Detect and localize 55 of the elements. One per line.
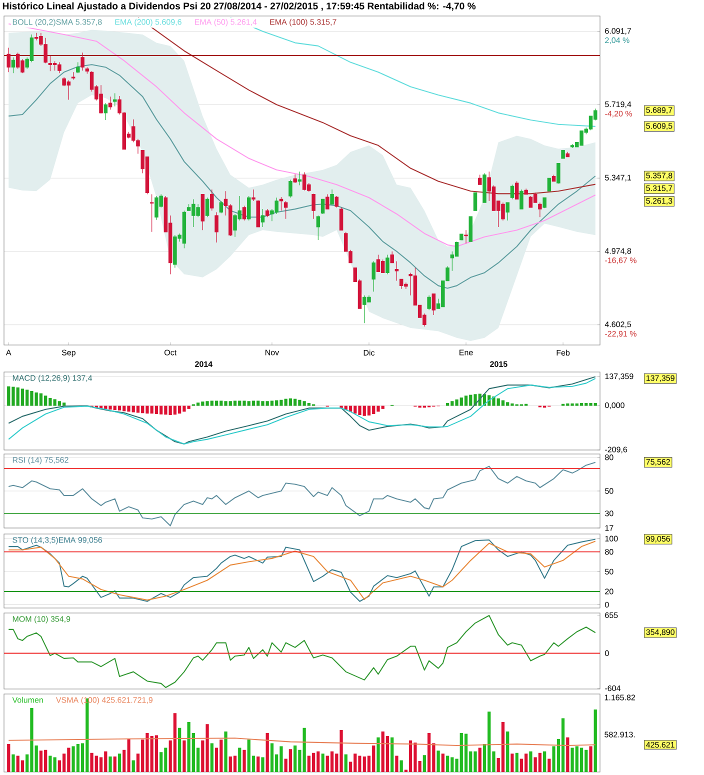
y-tick-label: 0 — [605, 650, 609, 656]
text: 5.357,8 — [646, 172, 672, 180]
chart-title: Histórico Lineal Ajustado a Dividendos Psi 20 27/08/2014 - 27/02/2015 , 17:59:45 Rentabilidad %: -4,70 % — [2, 2, 476, 12]
series-label: Volumen — [12, 696, 43, 703]
text: 582.913. — [604, 732, 635, 738]
x-tick-label: Feb — [556, 350, 570, 356]
text: MACD (12,26,9) 137,4 — [12, 374, 92, 382]
y-tick-label: 30 — [605, 510, 614, 516]
text: 425.621 — [646, 742, 674, 748]
text: 2015 — [490, 361, 508, 367]
x-tick-label: Dic — [364, 350, 375, 356]
y-tick-label: 5.347,1 — [605, 174, 632, 182]
y-tick-label: 5.719,4 — [605, 101, 632, 108]
text: 99,056 — [646, 536, 670, 543]
y-tick-label: 0 — [605, 602, 609, 608]
x-tick-label: A — [6, 350, 12, 356]
y-tick-label: 655 — [605, 612, 618, 618]
y-tick-label: -209,6 — [605, 446, 628, 454]
y-tick-label: 17 — [605, 525, 614, 531]
series-label: MOM (10) 354,9 — [12, 616, 70, 624]
y2-tick-label: 2,04 % — [605, 37, 630, 44]
text: 137,359 — [646, 375, 674, 382]
text: 2014 — [195, 361, 213, 367]
text: 354,890 — [646, 629, 674, 636]
text: 5.609,5 — [646, 123, 672, 130]
text: BOLL (20,2)SMA 5.357,8 — [12, 18, 102, 26]
y-tick-label: 20 — [605, 588, 614, 594]
x-tick-label: Ene — [460, 350, 473, 356]
y2-tick-label: -22,91 % — [605, 330, 636, 338]
y-tick-label: 50 — [605, 488, 614, 494]
y-tick-label: 6.091,7 — [605, 28, 632, 35]
y-tick-label: 137,359 — [605, 373, 634, 380]
y-tick-label: 80 — [605, 454, 614, 460]
series-label: STO (14,3,5)EMA 99,056 — [12, 536, 102, 544]
x-tick-label: Sep — [62, 350, 76, 357]
y-tick-label: 100 — [605, 536, 618, 542]
y2-tick-label: -4,20 % — [605, 110, 632, 118]
y-tick-label: 4.602,5 — [604, 322, 632, 328]
y-tick-label: 0,000 — [605, 402, 624, 410]
x-tick-label: Nov — [266, 350, 280, 356]
text: 5.261,3 — [646, 198, 672, 205]
text: 5.689,7 — [646, 107, 672, 114]
x-tick-label: Oct — [164, 350, 177, 356]
y-tick-label: -604 — [605, 685, 620, 692]
text: 75,562 — [646, 459, 670, 466]
y-tick-label: 4.974,8 — [604, 248, 632, 255]
text: RSI (14) 75,562 — [12, 456, 68, 464]
text: EMA (100) 5.315,7 — [270, 18, 336, 26]
y-tick-label: 80 — [605, 549, 614, 555]
y2-tick-label: -16,67 % — [605, 258, 636, 264]
text: EMA (50) 5.261,4 — [194, 18, 257, 26]
text: 1.165.82 — [604, 694, 636, 700]
y-tick-label: 50 — [605, 568, 614, 574]
text: EMA (200) 5.609,6 — [115, 18, 182, 26]
text: 5.315,7 — [646, 185, 672, 192]
